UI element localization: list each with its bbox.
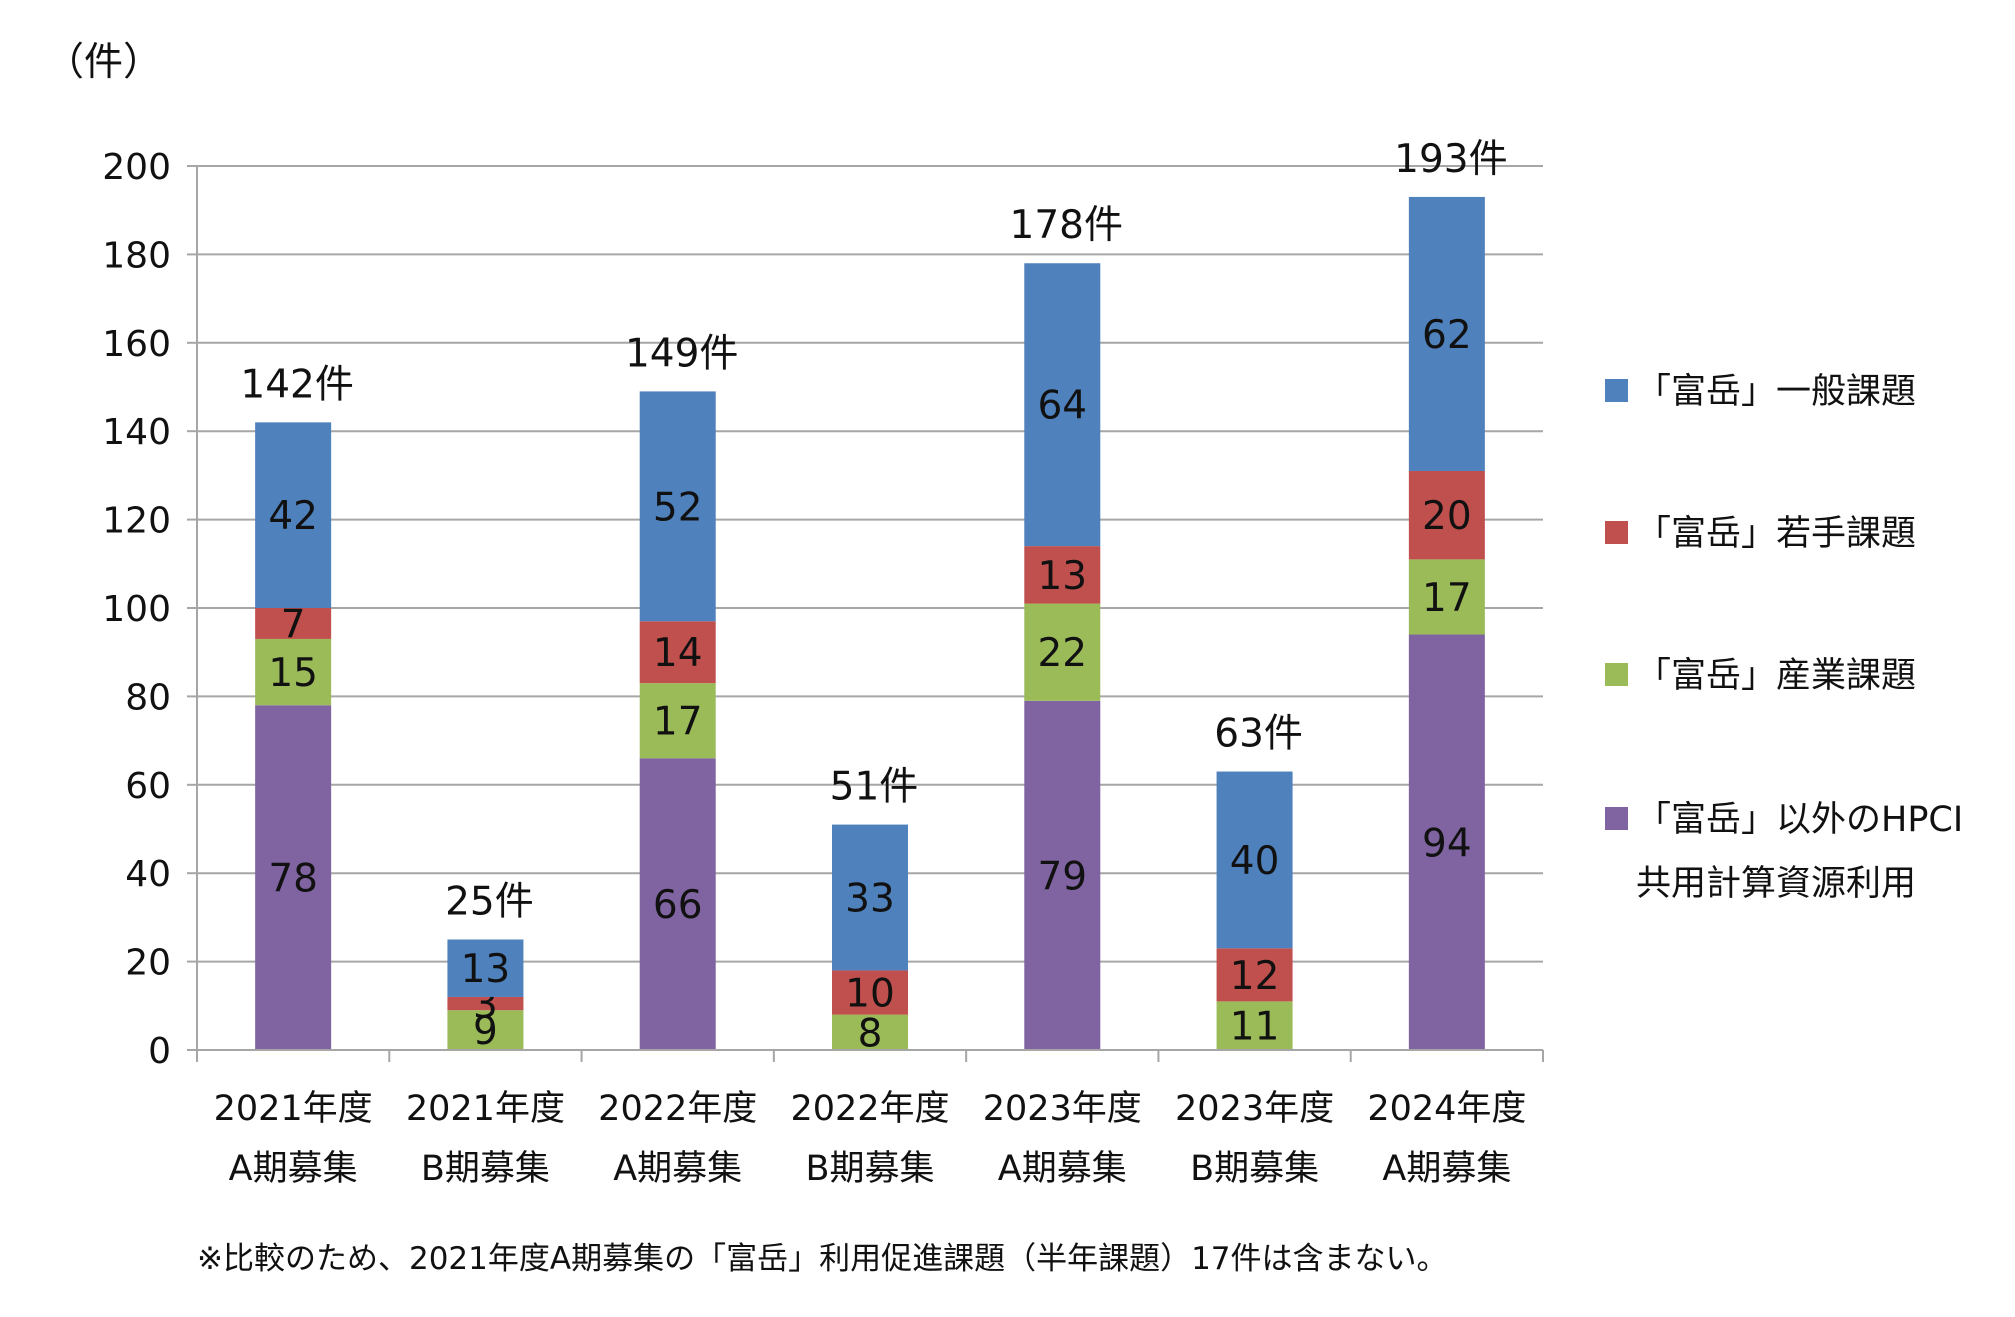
bar-segment: [832, 970, 908, 1015]
total-label: 51件: [830, 765, 919, 810]
bar-segment: [255, 705, 332, 1050]
data-label: 78: [268, 857, 318, 902]
y-unit-label: （件）: [45, 40, 162, 85]
data-label: 62: [1422, 313, 1472, 358]
total-label: 63件: [1214, 712, 1303, 757]
bar-segment: [1408, 470, 1485, 560]
total-label: 178件: [1010, 203, 1123, 248]
total-label: 25件: [445, 880, 534, 925]
bar-segment: [1216, 948, 1293, 1002]
x-tick-label: A期募集: [998, 1149, 1127, 1189]
bar-segment: [832, 824, 908, 971]
legend: 「富岳」一般課題「富岳」若手課題「富岳」産業課題「富岳」以外のHPCI 共用計算資…: [1605, 372, 1963, 904]
bar-segment: [447, 939, 524, 997]
data-label: 17: [1422, 576, 1472, 621]
legend-label: 「富岳」一般課題: [1636, 372, 1916, 412]
legend-swatch: [1605, 807, 1628, 830]
y-tick-label: 200: [102, 147, 171, 188]
bar-segment: [832, 1014, 908, 1050]
data-label: 8: [858, 1011, 883, 1056]
x-tick-label: 2021年度: [406, 1089, 565, 1129]
data-label: 7: [281, 602, 306, 647]
data-label: 64: [1037, 384, 1087, 429]
y-tick-label: 0: [148, 1031, 171, 1072]
bar-segment: [1408, 634, 1485, 1050]
data-label: 10: [845, 972, 895, 1017]
bar-segment: [255, 638, 332, 706]
gridlines: [197, 165, 1543, 963]
x-tick-label: 2023年度: [983, 1089, 1142, 1129]
footnote: ※比較のため、2021年度A期募集の「富岳」利用促進課題（半年課題）17件は含ま…: [197, 1241, 1448, 1277]
data-label: 40: [1230, 839, 1280, 884]
bar-segment: [255, 608, 332, 639]
legend-label: 共用計算資源利用: [1636, 864, 1916, 904]
bar-segment: [1216, 1001, 1293, 1050]
total-label: 142件: [240, 362, 353, 407]
y-tick-label: 20: [125, 943, 171, 984]
legend-label: 「富岳」産業課題: [1636, 656, 1916, 696]
data-label: 9: [473, 1009, 498, 1054]
bar-segment: [1216, 771, 1293, 949]
x-tick-label: 2023年度: [1175, 1089, 1334, 1129]
y-tick-label: 180: [102, 235, 171, 276]
data-label: 33: [845, 877, 895, 922]
x-axis-categories: 2021年度 A期募集 2021年度 B期募集 2022年度 A期募集 2022年度 B期募集…: [214, 1089, 1527, 1189]
y-tick-label: 160: [102, 324, 171, 365]
data-label: 13: [461, 947, 511, 992]
x-tick-label: B期募集: [421, 1149, 550, 1189]
data-label: 17: [653, 700, 703, 745]
data-label: 66: [653, 883, 703, 928]
data-label: 52: [653, 485, 703, 530]
bar-segment: [447, 996, 524, 1011]
legend-label: 「富岳」若手課題: [1636, 514, 1916, 554]
bar-segment: [1024, 263, 1101, 547]
y-tick-label: 60: [125, 766, 171, 807]
y-tick-label: 140: [102, 412, 171, 453]
legend-label: 「富岳」以外のHPCI: [1636, 800, 1963, 840]
y-axis-ticks: 0 20 40 60 80 100 120 140 160 180 200: [102, 147, 197, 1072]
x-tick-label: A期募集: [1382, 1149, 1511, 1189]
data-label: 42: [268, 494, 318, 539]
data-label: 15: [268, 651, 318, 696]
bar-segment: [639, 683, 716, 759]
data-label: 11: [1230, 1005, 1280, 1050]
data-label: 13: [1037, 554, 1087, 599]
y-tick-label: 100: [102, 589, 171, 630]
data-label: 14: [653, 631, 703, 676]
data-label: 79: [1037, 854, 1087, 899]
bar-segment: [639, 758, 716, 1050]
bar-segment: [447, 1010, 524, 1050]
bar-segment: [1024, 700, 1101, 1050]
x-tick-label: 2022年度: [790, 1089, 949, 1129]
x-tick-label: 2021年度: [214, 1089, 373, 1129]
bar-segment: [1408, 559, 1485, 635]
legend-swatch: [1605, 379, 1628, 402]
x-tick-label: B期募集: [805, 1149, 934, 1189]
x-tick-label: 2024年度: [1367, 1089, 1526, 1129]
axes: [196, 166, 1544, 1062]
legend-swatch: [1605, 521, 1628, 544]
y-tick-label: 80: [125, 677, 171, 718]
legend-swatch: [1605, 663, 1628, 686]
bar-segment: [255, 422, 332, 608]
bar-segment: [639, 621, 716, 684]
total-label: 149件: [625, 331, 738, 376]
bar-segment: [1408, 196, 1485, 471]
y-tick-label: 120: [102, 501, 171, 542]
x-tick-label: A期募集: [229, 1149, 358, 1189]
data-label: 22: [1037, 631, 1087, 676]
data-label: 12: [1230, 954, 1280, 999]
bar-segment: [1024, 603, 1101, 701]
x-tick-label: A期募集: [613, 1149, 742, 1189]
bar-segment: [639, 391, 716, 622]
data-label: 20: [1422, 494, 1472, 539]
bar-segment: [1024, 546, 1101, 604]
y-tick-label: 40: [125, 854, 171, 895]
data-label: 94: [1422, 821, 1472, 866]
x-tick-label: B期募集: [1190, 1149, 1319, 1189]
x-tick-label: 2022年度: [598, 1089, 757, 1129]
total-label: 193件: [1394, 137, 1507, 182]
